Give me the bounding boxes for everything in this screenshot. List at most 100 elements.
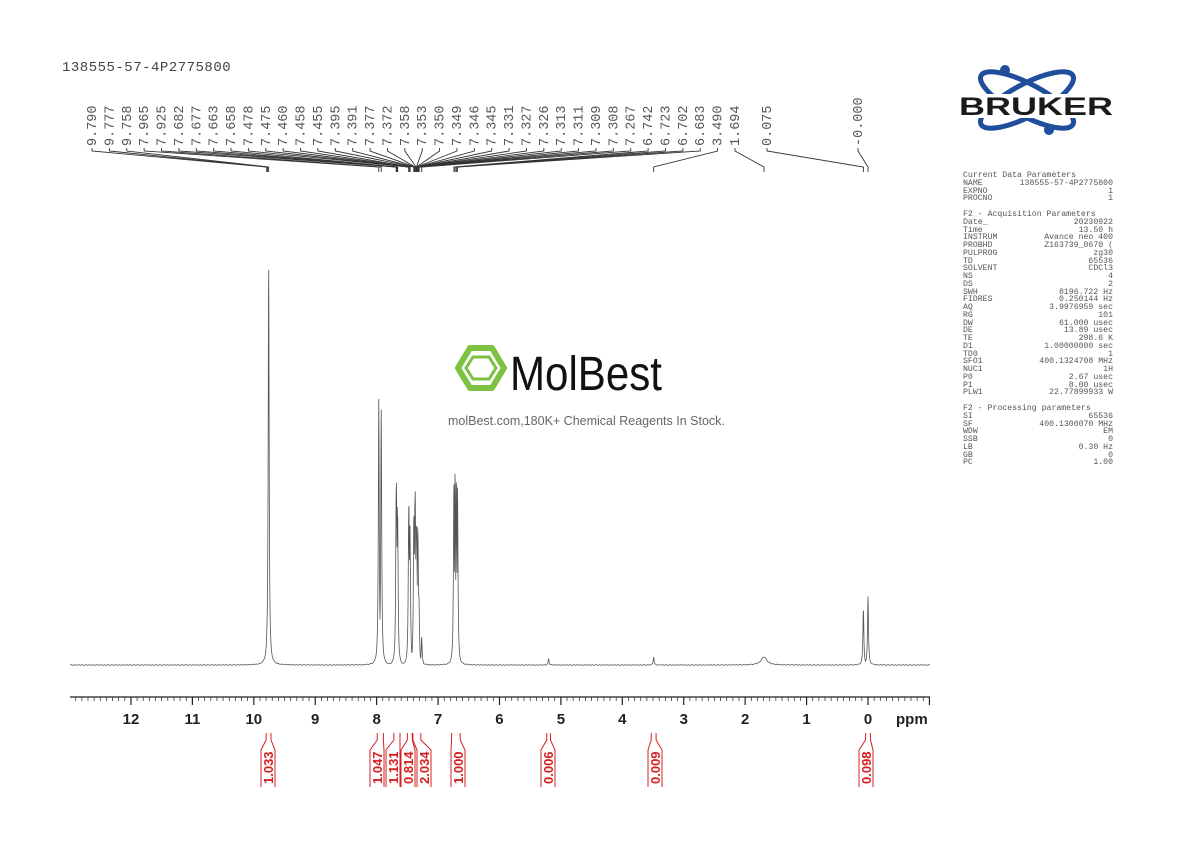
parameter-value: 1 — [1108, 349, 1113, 359]
peak-label: 7.682 — [173, 105, 188, 146]
peak-label-connector — [453, 148, 649, 172]
parameter-value: EM — [1103, 427, 1113, 437]
parameter-name: TD — [963, 256, 973, 266]
x-axis: 12 11 10 9 8 7 6 5 4 3 2 1 0 ppm — [70, 696, 931, 728]
peak-label-connector — [230, 148, 399, 172]
parameter-name: PC — [963, 458, 973, 468]
parameter-name: DW — [963, 318, 973, 328]
spectrum-trace — [69, 270, 931, 666]
peak-label: 7.346 — [468, 105, 483, 146]
peak-label: 7.345 — [486, 105, 501, 146]
parameter-value: 65536 — [1088, 411, 1113, 421]
peak-label-connector — [418, 148, 614, 172]
peak-label-connector — [126, 148, 270, 172]
x-axis-label: ppm — [896, 711, 928, 728]
parameter-name: DS — [963, 279, 973, 289]
parameter-name: FIDRES — [963, 295, 993, 305]
peak-label: 7.327 — [520, 105, 535, 146]
parameter-row: GB 0 — [963, 450, 1113, 460]
x-tick-label: 6 — [495, 711, 503, 728]
parameter-value: 3.9976959 sec — [1049, 303, 1113, 312]
parameter-name: LB — [963, 442, 973, 452]
parameter-value: 65536 — [1088, 256, 1113, 266]
parameter-value: 0 — [1108, 450, 1113, 460]
parameter-row: TD 65536 — [963, 256, 1113, 266]
parameter-row: D1 1.00000000 sec — [963, 341, 1113, 351]
parameter-name: AQ — [963, 303, 973, 312]
peak-label: 3.490 — [712, 105, 727, 146]
x-tick-label: 11 — [184, 711, 200, 728]
peak-label: -0.000 — [852, 97, 867, 146]
parameter-value: 61.000 usec — [1058, 318, 1113, 328]
integral-bracket — [858, 733, 874, 787]
parameter-name: TE — [963, 334, 973, 343]
peak-label-connector — [195, 148, 397, 172]
peak-label: 7.326 — [538, 105, 553, 146]
parameter-name: EXPNO — [963, 186, 988, 196]
parameter-value: 1.00000000 sec — [1044, 341, 1113, 351]
parameter-value: 13.89 usec — [1063, 326, 1113, 336]
peak-label: 7.353 — [416, 105, 431, 146]
bruker-logo: BRUKER — [955, 60, 1120, 160]
parameter-row: EXPNO 1 — [963, 186, 1113, 196]
parameter-row: PLW1 22.77899933 W — [963, 389, 1113, 397]
parameter-row: PULPROG zg30 — [963, 249, 1113, 258]
peak-labels: 9.790 9.777 9.758 7.965 7.925 7.682 7.677 7.663… — [86, 97, 867, 146]
parameter-name: PROBHD — [963, 241, 993, 250]
peak-label: 7.965 — [138, 105, 153, 146]
peak-label-connectors — [91, 148, 869, 172]
peak-label-connector — [352, 148, 415, 172]
parameter-value: 8196.722 Hz — [1058, 287, 1113, 297]
peak-label: 7.658 — [225, 105, 240, 146]
peak-label: 7.350 — [434, 105, 449, 146]
parameter-row: Date_ 20230922 — [963, 217, 1113, 227]
integral-bracket — [400, 733, 416, 787]
x-tick-label: 4 — [618, 711, 627, 728]
peak-label: 7.377 — [364, 105, 379, 146]
parameter-row: NUC1 1H — [963, 366, 1113, 374]
parameter-value: 1.00 — [1093, 458, 1113, 468]
x-tick-label: 1 — [802, 711, 810, 728]
integral-value: 1.033 — [261, 751, 276, 784]
integral-value: 0.098 — [859, 751, 874, 784]
parameter-row: FIDRES 0.250144 Hz — [963, 296, 1113, 304]
peak-label-connector — [143, 148, 380, 172]
parameter-row: PROCNO 1 — [963, 195, 1113, 203]
parameter-name: D1 — [963, 341, 973, 351]
peak-label: 7.478 — [242, 105, 257, 146]
parameter-name: P1 — [963, 380, 973, 390]
parameter-row: LB 0.30 Hz — [963, 442, 1113, 452]
peak-label: 7.677 — [190, 105, 205, 146]
parameter-value: 1 — [1108, 194, 1113, 204]
acquisition-parameters-panel: Current Data Parameters NAME 138555-57-4P2… — [963, 172, 1113, 467]
peak-label: 7.458 — [295, 105, 310, 146]
parameter-name: RG — [963, 310, 973, 320]
parameter-row: TD0 1 — [963, 349, 1113, 359]
x-tick-label: 0 — [864, 711, 872, 728]
parameter-row: NS 4 — [963, 273, 1113, 281]
parameter-value: 101 — [1098, 310, 1113, 320]
parameter-row: INSTRUM Avance neo 400 — [963, 234, 1113, 242]
integral-value: 1.131 — [386, 751, 401, 784]
parameter-row: Time 13.50 h — [963, 226, 1113, 235]
parameter-value: 20230922 — [1073, 217, 1113, 227]
peak-label: 7.267 — [625, 105, 640, 146]
parameter-value: 400.1324708 MHz — [1039, 357, 1113, 367]
parameter-row: RG 101 — [963, 310, 1113, 320]
peak-label-connector — [734, 148, 765, 172]
peak-label-connector — [91, 148, 268, 172]
parameter-value: 2.67 usec — [1068, 372, 1113, 382]
molbest-watermark: MolBest — [448, 340, 748, 435]
peak-label: 7.663 — [208, 105, 223, 146]
parameter-row: PC 1.00 — [963, 459, 1113, 467]
parameter-value: 298.6 K — [1078, 334, 1113, 343]
x-tick-label: 9 — [311, 711, 319, 728]
parameter-row: P1 8.00 usec — [963, 380, 1113, 390]
parameter-row: SFO1 400.1324708 MHz — [963, 358, 1113, 366]
peak-label: 0.075 — [761, 105, 776, 146]
peak-label-connector — [857, 148, 869, 172]
peak-label-connector — [265, 148, 410, 172]
parameter-value: 1H — [1103, 365, 1113, 374]
integral-value: 1.000 — [451, 751, 466, 784]
